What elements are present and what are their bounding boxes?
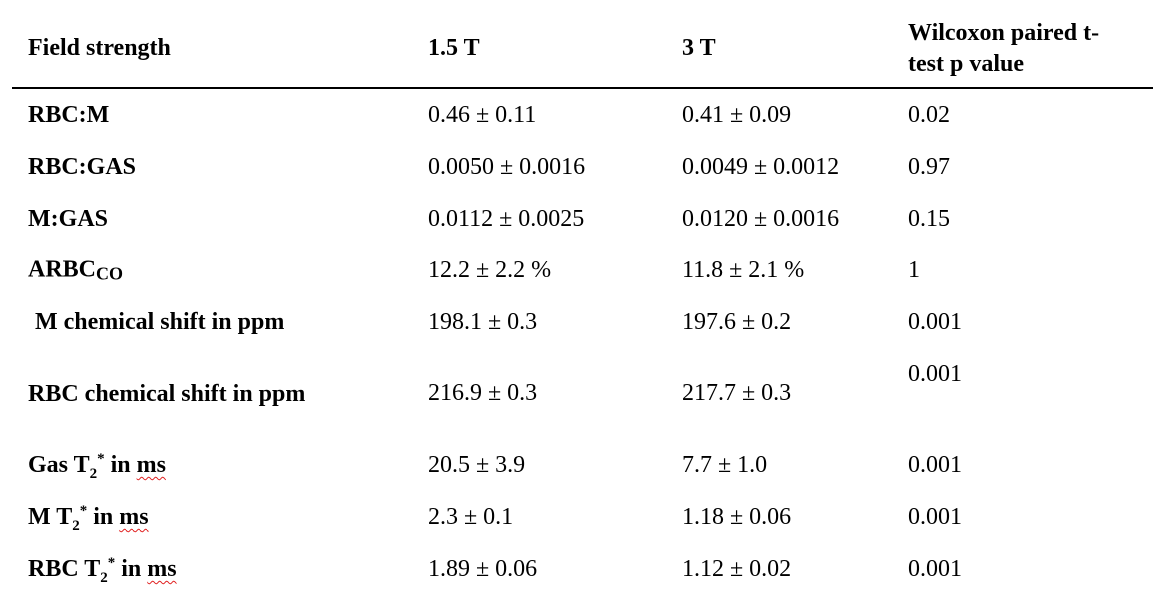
header-cell: Wilcoxon paired t- (908, 20, 1100, 46)
row-label: ARBCCO (28, 256, 123, 285)
label-text: M chemical shift in ppm (35, 309, 285, 335)
table-cell: 7.7 ± 1.0 (682, 452, 768, 478)
table-cell: 0.15 (908, 206, 950, 232)
table-cell: 0.0112 ± 0.0025 (428, 206, 585, 232)
label-text: ms (119, 504, 149, 530)
table-cell: 0.001 (908, 309, 962, 335)
row-label: Gas T2* in ms (28, 451, 166, 482)
table-cell: 0.001 (908, 452, 962, 478)
label-superscript: * (79, 503, 88, 519)
table-cell: 0.46 ± 0.11 (428, 102, 537, 128)
label-text: M T (28, 504, 73, 530)
label-text: RBC:GAS (28, 154, 137, 180)
table-cell: 1.18 ± 0.06 (682, 504, 792, 530)
header-cell: test p value (908, 51, 1024, 77)
table-cell: 198.1 ± 0.3 (428, 309, 538, 335)
header-cell: Field strength (28, 35, 171, 61)
label-subscript: 2 (89, 465, 98, 482)
label-text: in (115, 556, 148, 582)
table-cell: 216.9 ± 0.3 (428, 380, 538, 406)
row-label: M T2* in ms (28, 503, 149, 534)
label-text: M:GAS (28, 206, 108, 232)
label-subscript: 2 (100, 569, 108, 586)
table-cell: 197.6 ± 0.2 (682, 309, 792, 335)
label-superscript: * (107, 555, 116, 571)
label-text: ARBC (28, 256, 97, 283)
label-text: Gas T (28, 452, 90, 478)
label-subscript: 2 (72, 517, 80, 534)
table-cell: 217.7 ± 0.3 (682, 380, 792, 406)
label-text: in (87, 504, 120, 530)
table-cell: 11.8 ± 2.1 % (682, 257, 805, 283)
row-label: RBC chemical shift in ppm (28, 380, 305, 408)
header-rule (12, 87, 1153, 89)
table-cell: 0.02 (908, 102, 950, 128)
table-cell: 1.12 ± 0.02 (682, 556, 792, 582)
label-text: RBC T (28, 556, 101, 582)
table-cell: 12.2 ± 2.2 % (428, 257, 552, 283)
label-text: ms (147, 556, 177, 582)
row-label: RBC T2* in ms (28, 555, 177, 586)
table-cell: 20.5 ± 3.9 (428, 452, 526, 478)
table-cell: 0.001 (908, 556, 962, 582)
table-cell: 0.41 ± 0.09 (682, 102, 792, 128)
label-subscript: CO (96, 263, 124, 284)
table-cell: 0.0049 ± 0.0012 (682, 154, 840, 180)
label-text: ms (136, 452, 166, 478)
row-label: RBC:M (28, 101, 109, 129)
table-cell: 0.001 (908, 504, 962, 530)
table-cell: 0.0120 ± 0.0016 (682, 206, 840, 232)
table-cell: 0.001 (908, 361, 962, 387)
table-cell: 0.97 (908, 154, 950, 180)
table-cell: 2.3 ± 0.1 (428, 504, 514, 530)
table-cell: 0.0050 ± 0.0016 (428, 154, 586, 180)
label-text: in (104, 452, 137, 478)
row-label: M chemical shift in ppm (35, 308, 284, 336)
label-text: RBC chemical shift in ppm (28, 381, 306, 407)
label-text: RBC:M (28, 102, 110, 128)
table-cell: 1 (908, 257, 920, 283)
table-cell: 1.89 ± 0.06 (428, 556, 538, 582)
header-cell: 3 T (682, 35, 716, 61)
header-cell: 1.5 T (428, 35, 480, 61)
row-label: RBC:GAS (28, 153, 136, 181)
label-superscript: * (97, 451, 105, 467)
row-label: M:GAS (28, 205, 108, 233)
